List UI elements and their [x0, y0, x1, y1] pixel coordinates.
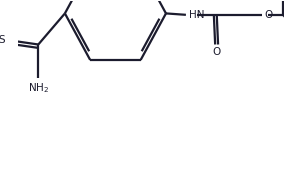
Text: NH$_2$: NH$_2$ — [28, 81, 49, 95]
Text: HN: HN — [189, 10, 204, 20]
Text: O: O — [212, 47, 221, 57]
Text: O: O — [264, 10, 273, 20]
Text: S: S — [0, 35, 5, 45]
